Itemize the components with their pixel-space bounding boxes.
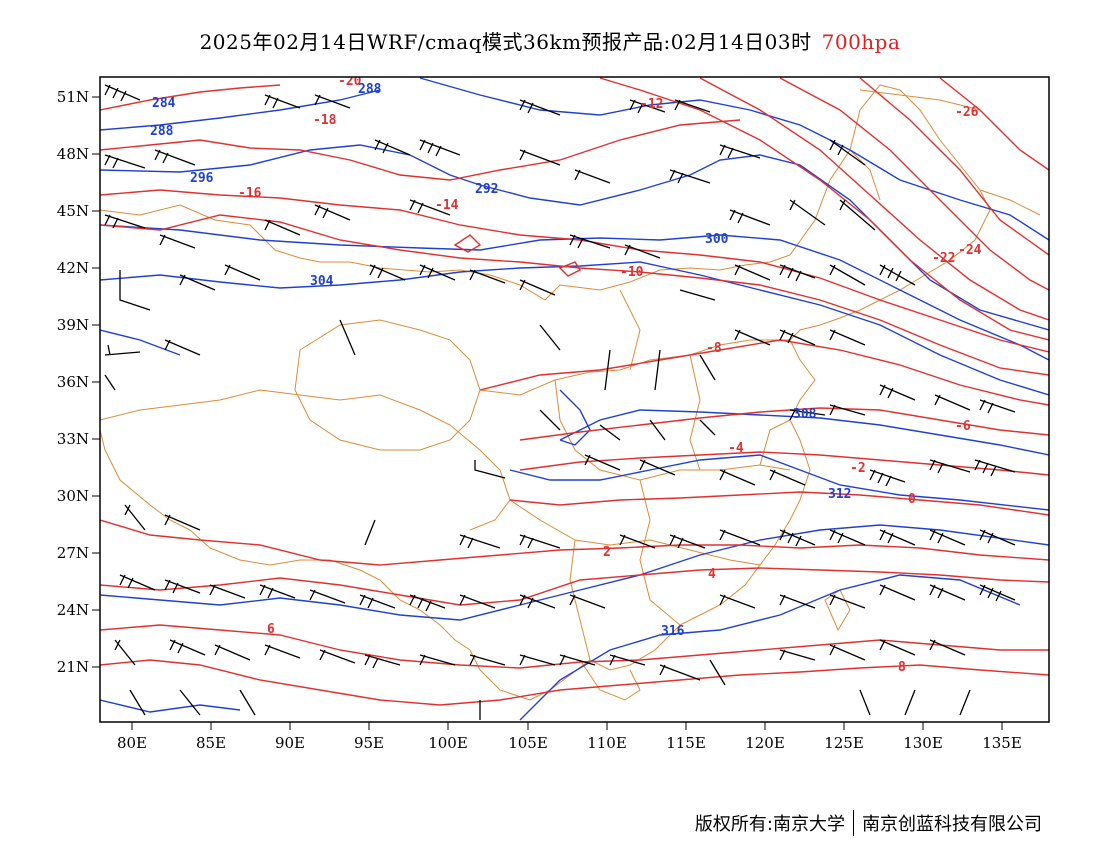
height-label: 284 [152, 96, 176, 111]
temperature-label: 4 [708, 567, 716, 582]
lon-tick-label: 125E [824, 734, 864, 752]
copyright-owner: 版权所有:南京大学 [694, 814, 845, 835]
height-label: 312 [828, 487, 851, 502]
lat-tick-label: 36N [57, 373, 89, 391]
height-label: 288 [358, 82, 382, 97]
lon-tick-label: 95E [354, 734, 384, 752]
latitude-axis [92, 96, 100, 668]
height-label: 292 [475, 182, 498, 197]
copyright-company: 南京创蓝科技有限公司 [862, 814, 1042, 835]
height-label: 288 [150, 124, 174, 139]
lon-tick-label: 120E [745, 734, 785, 752]
temperature-label: -26 [955, 105, 979, 120]
footer-divider [853, 810, 854, 836]
temperature-contours [100, 77, 1049, 706]
copyright-footer: 版权所有:南京大学 南京创蓝科技有限公司 [695, 810, 1042, 836]
height-label: 300 [705, 232, 729, 247]
lat-tick-label: 30N [57, 487, 89, 505]
height-label: 296 [190, 171, 214, 186]
temperature-label: -6 [955, 419, 971, 434]
lat-tick-label: 42N [57, 259, 89, 277]
temperature-label: -24 [958, 243, 982, 258]
lat-tick-label: 21N [57, 658, 89, 676]
height-label: 304 [310, 274, 334, 289]
lat-tick-label: 51N [57, 88, 89, 106]
height-contours [100, 77, 1049, 721]
temperature-label: -16 [238, 186, 262, 201]
longitude-tick-labels: 80E 85E 90E 95E 100E 105E 110E 115E 120E… [117, 734, 1022, 752]
temperature-label: -4 [728, 441, 744, 456]
height-label: 316 [661, 624, 685, 639]
lat-tick-label: 33N [57, 430, 89, 448]
lat-tick-label: 27N [57, 544, 89, 562]
lat-tick-label: 45N [57, 202, 89, 220]
temperature-labels: -26 -24 -22 -20 -18 -16 -14 -12 -10 -8 -… [238, 74, 982, 675]
temperature-label: -8 [706, 341, 722, 356]
temperature-label: -12 [640, 97, 663, 112]
temperature-label: 2 [603, 545, 611, 560]
temperature-label: -18 [313, 113, 337, 128]
lat-tick-label: 24N [57, 601, 89, 619]
temperature-label: -14 [435, 198, 459, 213]
lon-tick-label: 130E [903, 734, 943, 752]
wind-barbs [104, 84, 1016, 720]
temperature-label: 6 [267, 622, 275, 637]
temperature-label: -20 [338, 74, 362, 89]
temperature-label: -22 [932, 251, 955, 266]
height-labels: 284 288 288 292 296 300 304 308 312 316 [150, 82, 851, 639]
latitude-tick-labels: 51N 48N 45N 42N 39N 36N 33N 30N 27N 24N … [57, 88, 89, 676]
lon-tick-label: 85E [196, 734, 226, 752]
lon-tick-label: 100E [428, 734, 468, 752]
height-label: 308 [793, 407, 817, 422]
map-title: 2025年02月14日WRF/cmaq模式36km预报产品:02月14日03时 7… [0, 26, 1100, 55]
lon-tick-label: 135E [982, 734, 1022, 752]
lon-tick-label: 115E [666, 734, 706, 752]
title-pressure-level: 700hpa [821, 30, 901, 54]
country-boundary [100, 84, 1041, 701]
lat-tick-label: 39N [57, 316, 89, 334]
lon-tick-label: 80E [117, 734, 147, 752]
title-main: 2025年02月14日WRF/cmaq模式36km预报产品:02月14日03时 [199, 30, 812, 54]
temperature-label: -2 [850, 461, 866, 476]
map-layers: 284 288 288 292 296 300 304 308 312 316 … [100, 74, 1049, 721]
plot-frame [99, 76, 1050, 723]
lon-tick-label: 110E [587, 734, 627, 752]
lon-tick-label: 90E [275, 734, 305, 752]
lon-tick-label: 105E [508, 734, 548, 752]
temperature-label: 8 [898, 660, 906, 675]
temperature-label: -10 [620, 265, 644, 280]
longitude-axis [131, 722, 1003, 730]
lat-tick-label: 48N [57, 145, 89, 163]
temperature-label: 0 [908, 492, 916, 507]
